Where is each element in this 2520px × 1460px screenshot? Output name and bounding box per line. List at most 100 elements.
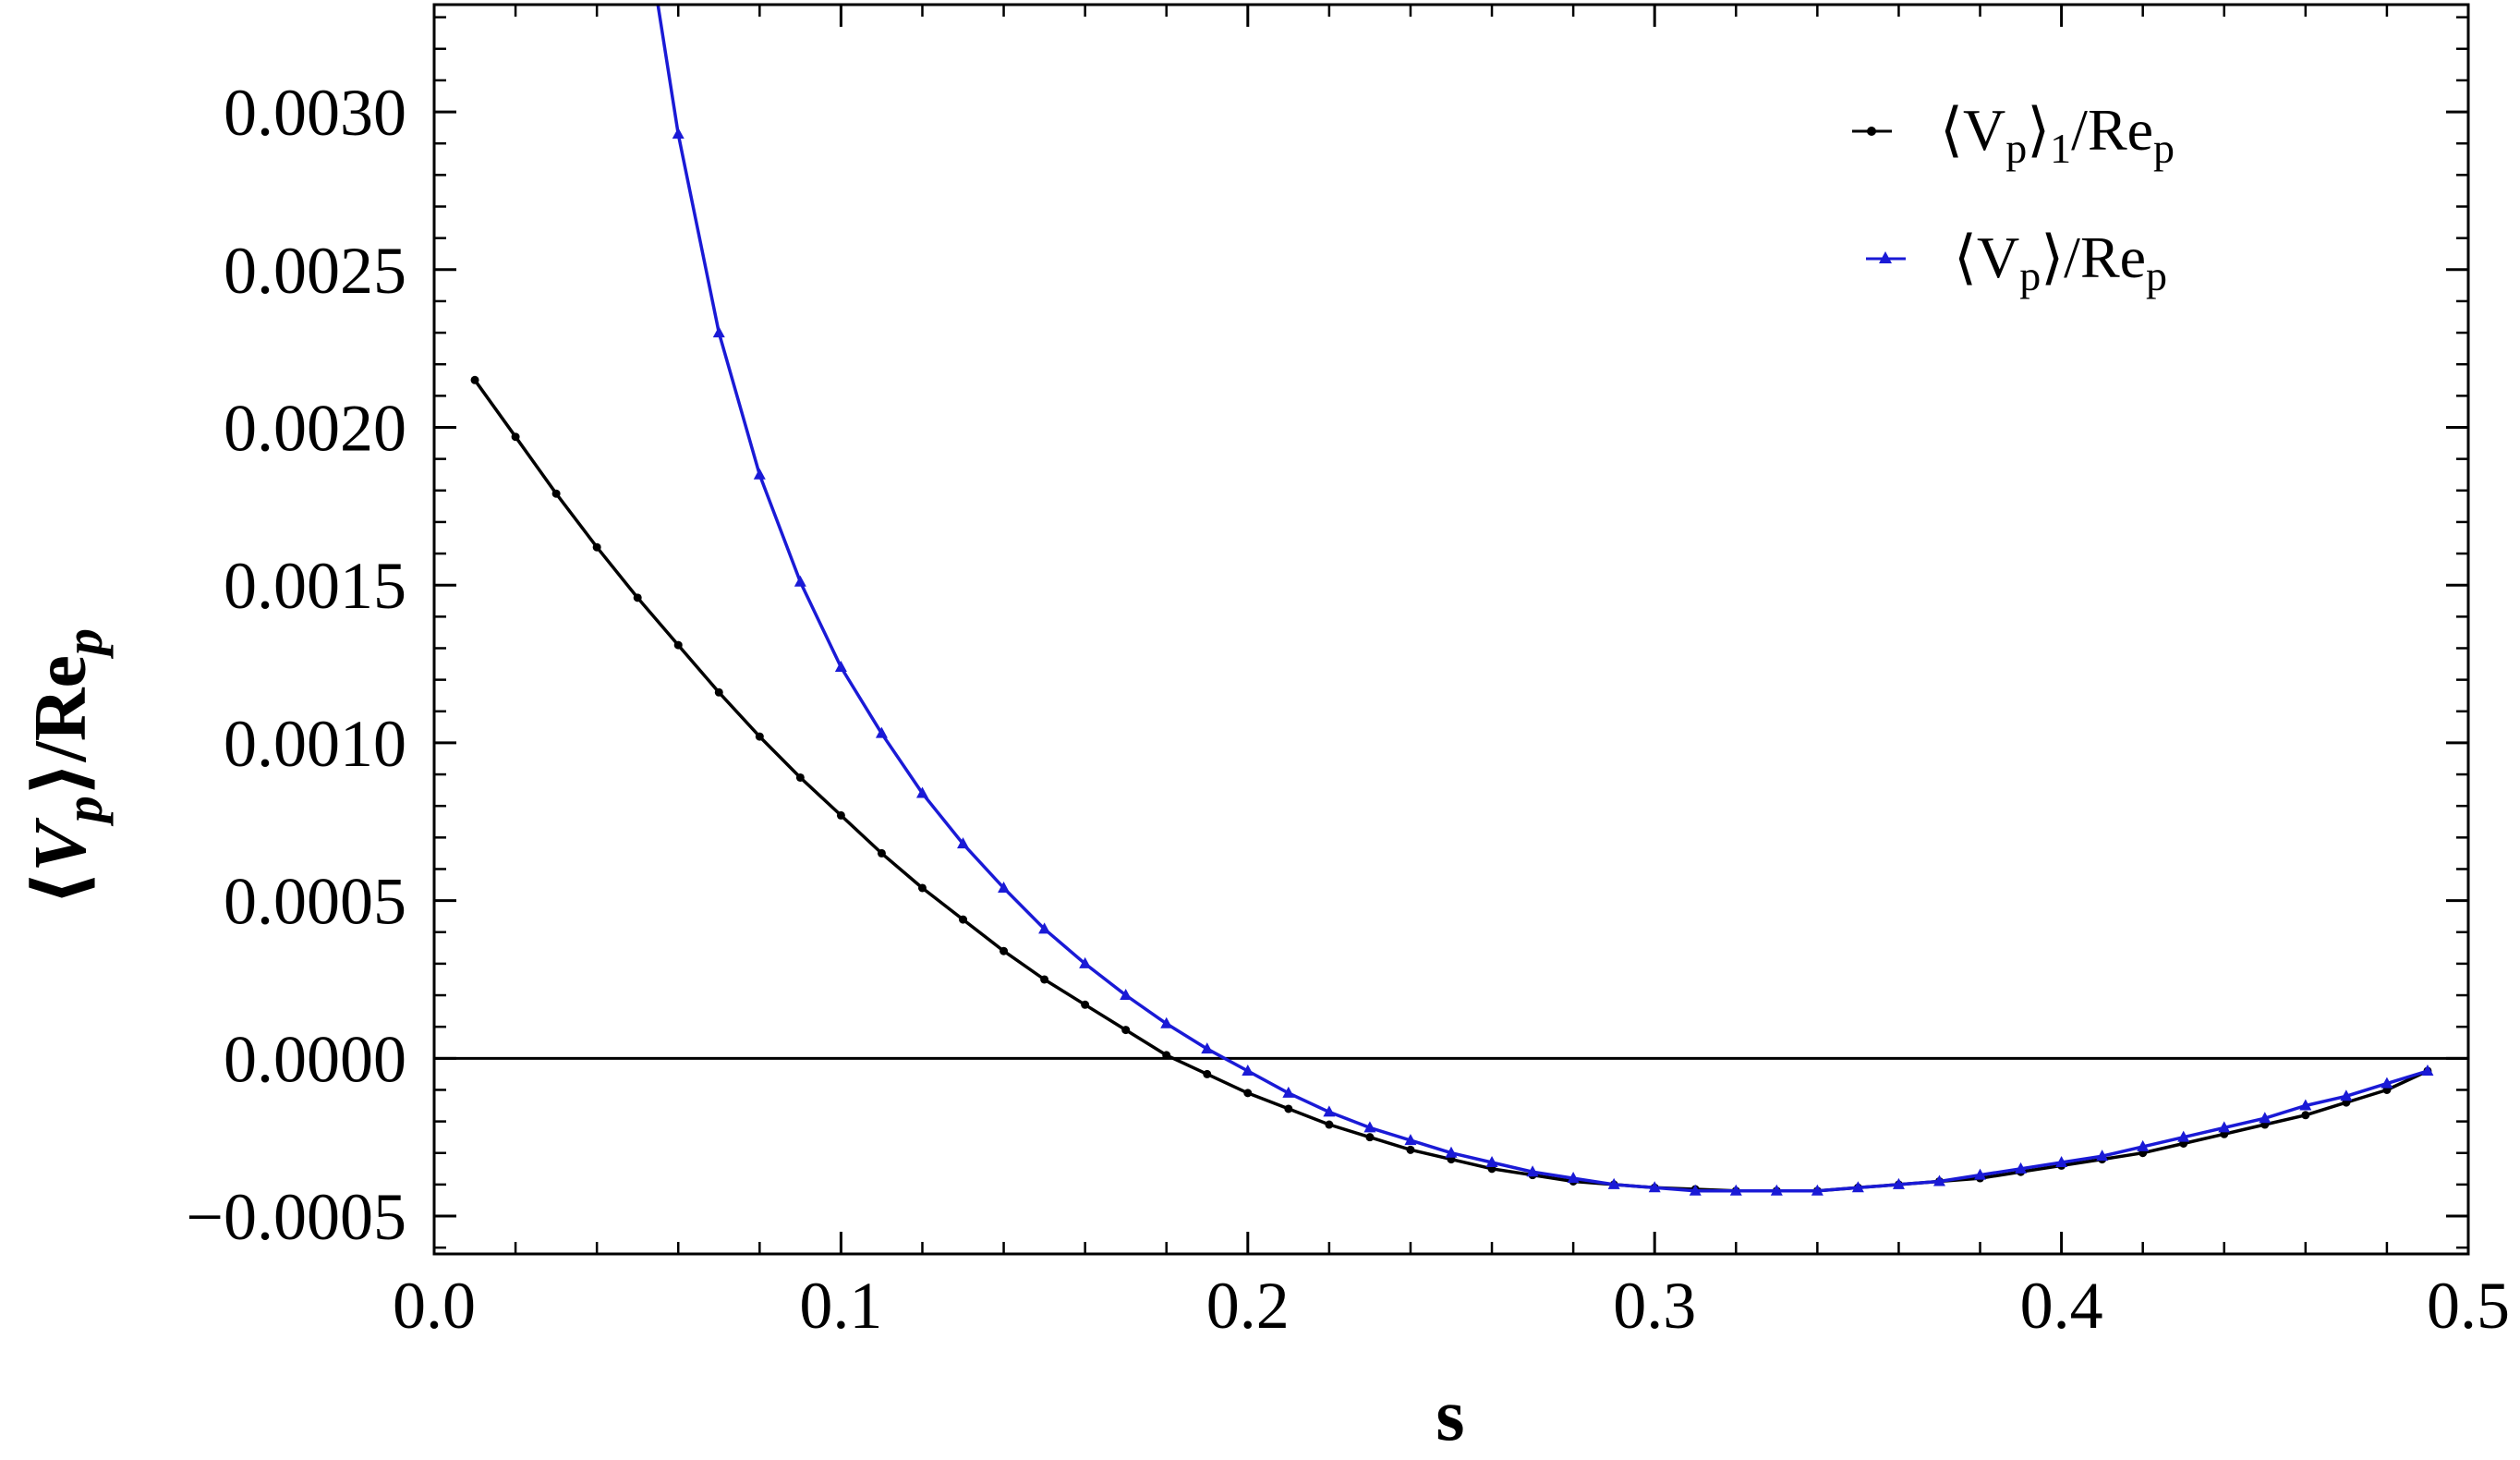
series-2-point [2177, 1130, 2190, 1142]
series-line-2 [656, 5, 2429, 1193]
y-tick-label: 0.0015 [224, 549, 406, 623]
x-axis-title: s [1436, 1375, 1464, 1456]
series-1-point [959, 915, 968, 924]
series-2-point [1485, 1155, 1498, 1167]
series-2-point [1932, 1174, 1945, 1186]
series-2-point [1282, 1086, 1295, 1098]
y-axis-title-v: V [20, 817, 102, 871]
series-2-point [1404, 1134, 1417, 1146]
series-1-point [836, 810, 845, 820]
series-2-point [834, 660, 847, 672]
legend-label-series-1: ⟨Vp⟩1/Rep [1940, 97, 2175, 172]
series-1-point [511, 432, 520, 442]
series-1-point [1325, 1120, 1334, 1129]
series-2-point [712, 326, 725, 338]
y-tick-label: 0.0000 [224, 1022, 406, 1096]
series-2-point [1567, 1172, 1580, 1184]
series-2-point [1729, 1184, 1742, 1196]
series-1-point [1284, 1104, 1293, 1113]
series-1-point [1040, 975, 1049, 984]
series-1-point [1081, 1000, 1090, 1009]
y-axis-title-re: Re [20, 655, 102, 741]
series-1-point [470, 375, 479, 384]
series-2-point [794, 575, 806, 587]
series-2-point [2055, 1155, 2068, 1167]
series-1-point [1000, 946, 1009, 955]
legend-item-series-2: ⟨Vp⟩/Rep [1866, 225, 2167, 299]
series-1-point [2301, 1111, 2310, 1120]
legend-item-series-1: ⟨Vp⟩1/Rep [1852, 97, 2175, 172]
series-2-point [1323, 1105, 1336, 1117]
series-1-point [1243, 1089, 1253, 1098]
y-tick-label: −0.0005 [186, 1180, 406, 1254]
series-2-point [2340, 1089, 2353, 1101]
series-2-point [1201, 1042, 1214, 1054]
legend-label-series-2: ⟨Vp⟩/Rep [1954, 225, 2167, 299]
series-2-point [1607, 1177, 1620, 1189]
series-2-point [2259, 1112, 2272, 1124]
series-1-point [551, 489, 561, 498]
y-tick-label: 0.0025 [224, 234, 406, 308]
series-2-point [875, 726, 888, 738]
plot-frame-rect [432, 3, 2470, 1256]
series-2-point [2421, 1064, 2434, 1076]
x-tick-label: 0.4 [2020, 1269, 2103, 1343]
chart-marks [434, 5, 2468, 1196]
y-axis-title-close: ⟩/ [20, 740, 102, 797]
series-2-point [1770, 1184, 1783, 1196]
series-line-1 [473, 379, 2429, 1193]
series-2-point [1892, 1177, 1905, 1189]
y-tick-label: 0.0030 [224, 76, 406, 150]
legend: ⟨Vp⟩1/Rep ⟨Vp⟩/Rep [1852, 97, 2175, 299]
series-2-point [2299, 1099, 2312, 1111]
series-2-point [1038, 922, 1051, 934]
y-axis-title-open: ⟨ [20, 871, 102, 906]
x-tick-label: 0.3 [1613, 1269, 1696, 1343]
series-1-point [1406, 1145, 1415, 1154]
series-2-point [998, 881, 1011, 893]
series-1-point [592, 542, 601, 552]
plot-frame [432, 3, 2470, 1256]
series-2-point [2218, 1121, 2231, 1133]
series-2-point [672, 127, 685, 139]
series-2-point [957, 837, 970, 849]
y-tick-label: 0.0010 [224, 707, 406, 781]
y-tick-label: 0.0020 [224, 391, 406, 465]
series-2-point [1079, 956, 1092, 968]
series-1-point [1121, 1026, 1131, 1035]
series-2-point [2381, 1077, 2393, 1089]
legend-swatch-marker-2 [1879, 251, 1892, 263]
series-1-point [1203, 1069, 1212, 1078]
series-1-point [673, 640, 683, 650]
series-1-point [877, 848, 886, 858]
y-tick-label: 0.0005 [224, 865, 406, 939]
y-axis-title-sub: p [54, 796, 114, 827]
series-1-point [1162, 1051, 1171, 1060]
series-2-point [1689, 1184, 1702, 1196]
series-2-point [2096, 1150, 2109, 1162]
y-axis-title-sub2: p [54, 628, 114, 660]
x-tick-label: 0.1 [799, 1269, 882, 1343]
series-1-point [795, 773, 805, 782]
series-2-point [1851, 1181, 1864, 1193]
series-1-point [755, 732, 764, 741]
series-1-point [917, 883, 927, 893]
series-2-point [1974, 1168, 1987, 1180]
series-1-point [633, 593, 642, 602]
series-2-point [1160, 1016, 1173, 1028]
series-2-point [1648, 1181, 1661, 1193]
series-2-point [1242, 1064, 1254, 1076]
x-tick-label: 0.5 [2427, 1269, 2510, 1343]
series-2-point [1120, 989, 1133, 1001]
series-2-point [1811, 1184, 1823, 1196]
series-2-point [1445, 1146, 1458, 1158]
series-1-point [714, 687, 723, 697]
series-2-point [753, 468, 766, 480]
series-2-point [915, 786, 928, 798]
series-2-point [2015, 1162, 2028, 1174]
series-2-point [1526, 1165, 1539, 1177]
series-1-point [1365, 1133, 1375, 1142]
series-2-point [2137, 1139, 2150, 1151]
y-axis-title: ⟨Vp⟩/Rep [20, 628, 114, 906]
